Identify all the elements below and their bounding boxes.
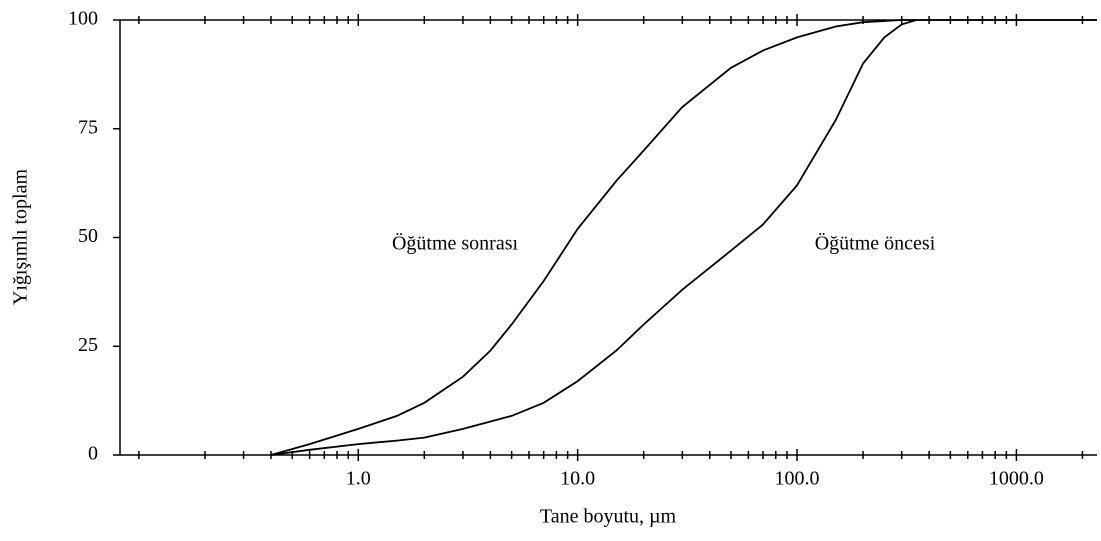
y-tick-label: 50: [78, 225, 98, 247]
x-tick-label: 1.0: [346, 468, 371, 490]
annotation: Öğütme öncesi: [815, 232, 936, 255]
x-tick-label: 1000.0: [989, 468, 1044, 490]
y-tick-label: 75: [78, 116, 98, 138]
x-tick-label: 100.0: [775, 468, 820, 490]
x-tick-label: 10.0: [560, 468, 595, 490]
x-axis-label: Tane boyutu, µm: [540, 506, 677, 528]
y-tick-label: 100: [68, 8, 98, 30]
y-axis-label: Yığışımlı toplam: [10, 169, 32, 306]
line-series: [270, 19, 1097, 456]
annotation: Öğütme sonrası: [392, 232, 519, 255]
line-series: [270, 19, 917, 456]
y-tick-label: 25: [78, 334, 98, 356]
y-tick-label: 0: [88, 443, 98, 465]
